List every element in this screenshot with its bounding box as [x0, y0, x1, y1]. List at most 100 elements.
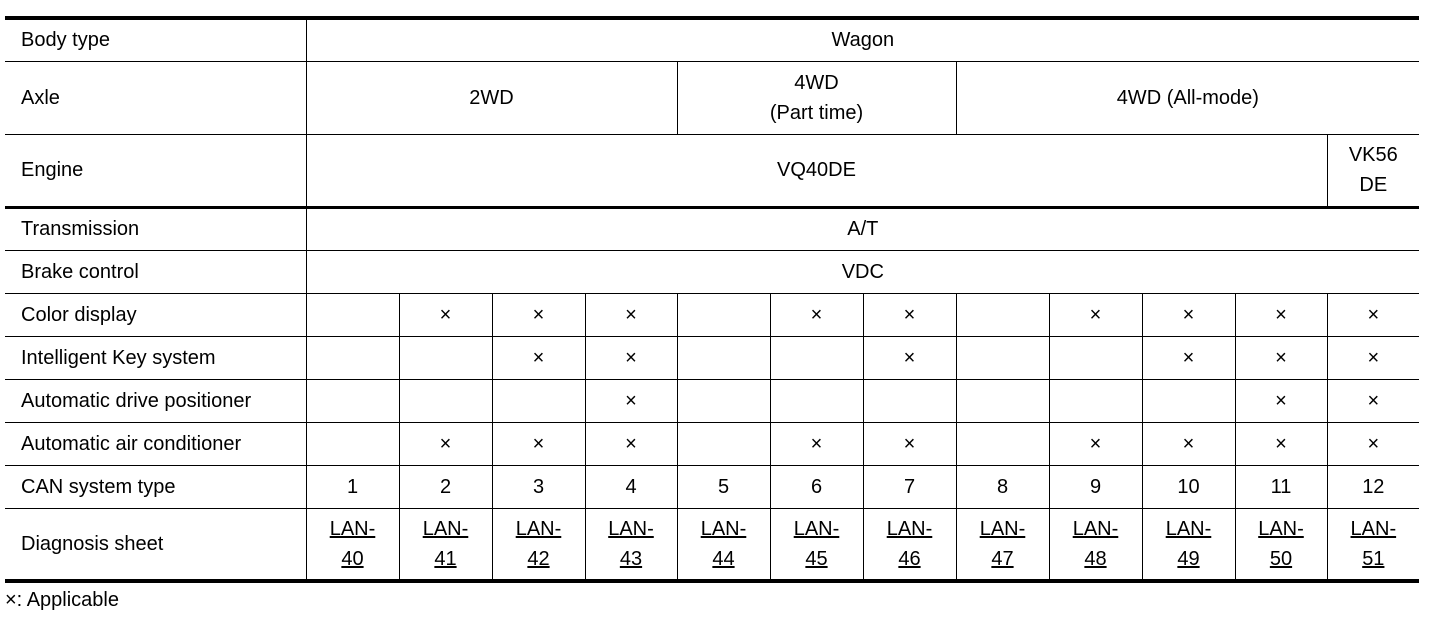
transmission-value: A/T: [305, 206, 1420, 251]
value-cell: 10: [1141, 464, 1236, 509]
value-cell: [769, 335, 864, 380]
value-cell: ×: [398, 292, 493, 337]
diagnosis-link[interactable]: LAN- 45: [793, 517, 840, 570]
diagnosis-cell: LAN- 42: [491, 507, 586, 583]
row-diagnosis-sheet: Diagnosis sheet LAN- 40 LAN- 41 LAN- 42 LAN…: [5, 507, 1420, 583]
value-cell: [1141, 378, 1236, 423]
row-label: Body type: [5, 16, 307, 62]
diagnosis-link[interactable]: LAN- 42: [515, 517, 562, 570]
diagnosis-cell: LAN- 41: [398, 507, 493, 583]
row-label: Automatic air conditioner: [5, 421, 307, 466]
diagnosis-link[interactable]: LAN- 41: [422, 517, 469, 570]
value-cell: ×: [862, 292, 957, 337]
value-cell: [676, 335, 771, 380]
row-drive-positioner: Automatic drive positioner × × ×: [5, 378, 1420, 423]
diagnosis-cell: LAN- 40: [305, 507, 400, 583]
diagnosis-cell: LAN- 50: [1234, 507, 1328, 583]
value-cell: ×: [1141, 335, 1236, 380]
diagnosis-link[interactable]: LAN- 46: [886, 517, 933, 570]
diagnosis-link[interactable]: LAN- 47: [979, 517, 1026, 570]
diagnosis-link[interactable]: LAN- 50: [1258, 517, 1304, 570]
diagnosis-cell: LAN- 45: [769, 507, 864, 583]
value-cell: [676, 292, 771, 337]
value-cell: ×: [1234, 335, 1328, 380]
value-cell: ×: [1326, 335, 1420, 380]
value-cell: [676, 421, 771, 466]
row-air-conditioner: Automatic air conditioner × × × × × × × × ×: [5, 421, 1420, 466]
value-cell: [305, 335, 400, 380]
value-cell: 11: [1234, 464, 1328, 509]
row-label: Engine: [5, 133, 307, 209]
value-cell: ×: [862, 335, 957, 380]
value-cell: ×: [1234, 421, 1328, 466]
value-cell: 7: [862, 464, 957, 509]
diagnosis-link[interactable]: LAN- 40: [329, 517, 376, 570]
row-body-type: Body type Wagon: [5, 16, 1420, 62]
value-cell: 4: [584, 464, 678, 509]
value-cell: 2: [398, 464, 493, 509]
diagnosis-cell: LAN- 46: [862, 507, 957, 583]
row-label: CAN system type: [5, 464, 307, 509]
value-cell: 8: [955, 464, 1050, 509]
value-cell: ×: [584, 421, 678, 466]
value-cell: ×: [1326, 378, 1420, 423]
axle-2wd: 2WD: [305, 60, 678, 135]
row-label: Brake control: [5, 249, 307, 294]
row-transmission: Transmission A/T: [5, 206, 1420, 251]
value-cell: ×: [584, 292, 678, 337]
diagnosis-link[interactable]: LAN- 44: [700, 517, 747, 570]
value-cell: [1048, 378, 1143, 423]
row-brake-control: Brake control VDC: [5, 249, 1420, 294]
value-cell: [955, 292, 1050, 337]
value-cell: ×: [398, 421, 493, 466]
value-cell: [491, 378, 586, 423]
diagnosis-link[interactable]: LAN- 48: [1072, 517, 1119, 570]
value-cell: ×: [862, 421, 957, 466]
value-cell: ×: [1141, 421, 1236, 466]
diagnosis-cell: LAN- 47: [955, 507, 1050, 583]
value-cell: 6: [769, 464, 864, 509]
applicable-note: ×: Applicable: [5, 589, 119, 611]
value-cell: ×: [491, 421, 586, 466]
diagnosis-link[interactable]: LAN- 49: [1165, 517, 1212, 570]
value-cell: ×: [491, 335, 586, 380]
value-cell: ×: [769, 292, 864, 337]
value-cell: ×: [1234, 378, 1328, 423]
can-system-table: Body type Wagon Axle 2WD 4WD (Part time)…: [5, 16, 1420, 583]
value-cell: 1: [305, 464, 400, 509]
row-label: Intelligent Key system: [5, 335, 307, 380]
value-cell: 5: [676, 464, 771, 509]
row-label: Automatic drive positioner: [5, 378, 307, 423]
value-cell: 12: [1326, 464, 1420, 509]
engine-vq40de: VQ40DE: [305, 133, 1328, 209]
value-cell: ×: [584, 335, 678, 380]
row-engine: Engine VQ40DE VK56 DE: [5, 133, 1420, 209]
value-cell: ×: [1048, 421, 1143, 466]
value-cell: [955, 335, 1050, 380]
diagnosis-cell: LAN- 44: [676, 507, 771, 583]
body-type-value: Wagon: [305, 16, 1420, 62]
row-label: Diagnosis sheet: [5, 507, 307, 583]
value-cell: ×: [769, 421, 864, 466]
diagnosis-link[interactable]: LAN- 51: [1350, 517, 1397, 570]
row-axle: Axle 2WD 4WD (Part time) 4WD (All-mode): [5, 60, 1420, 135]
value-cell: [676, 378, 771, 423]
axle-4wd-all-mode: 4WD (All-mode): [955, 60, 1420, 135]
value-cell: ×: [491, 292, 586, 337]
row-can-system-type: CAN system type 1 2 3 4 5 6 7 8 9 10 11 12: [5, 464, 1420, 509]
diagnosis-cell: LAN- 49: [1141, 507, 1236, 583]
value-cell: [955, 378, 1050, 423]
row-label: Transmission: [5, 206, 307, 251]
engine-vk56de: VK56 DE: [1326, 133, 1420, 209]
value-cell: ×: [584, 378, 678, 423]
value-cell: [305, 378, 400, 423]
row-label: Color display: [5, 292, 307, 337]
value-cell: 3: [491, 464, 586, 509]
diagnosis-link[interactable]: LAN- 43: [608, 517, 654, 570]
value-cell: [769, 378, 864, 423]
value-cell: [862, 378, 957, 423]
value-cell: ×: [1048, 292, 1143, 337]
value-cell: ×: [1326, 292, 1420, 337]
value-cell: ×: [1141, 292, 1236, 337]
diagnosis-cell: LAN- 48: [1048, 507, 1143, 583]
